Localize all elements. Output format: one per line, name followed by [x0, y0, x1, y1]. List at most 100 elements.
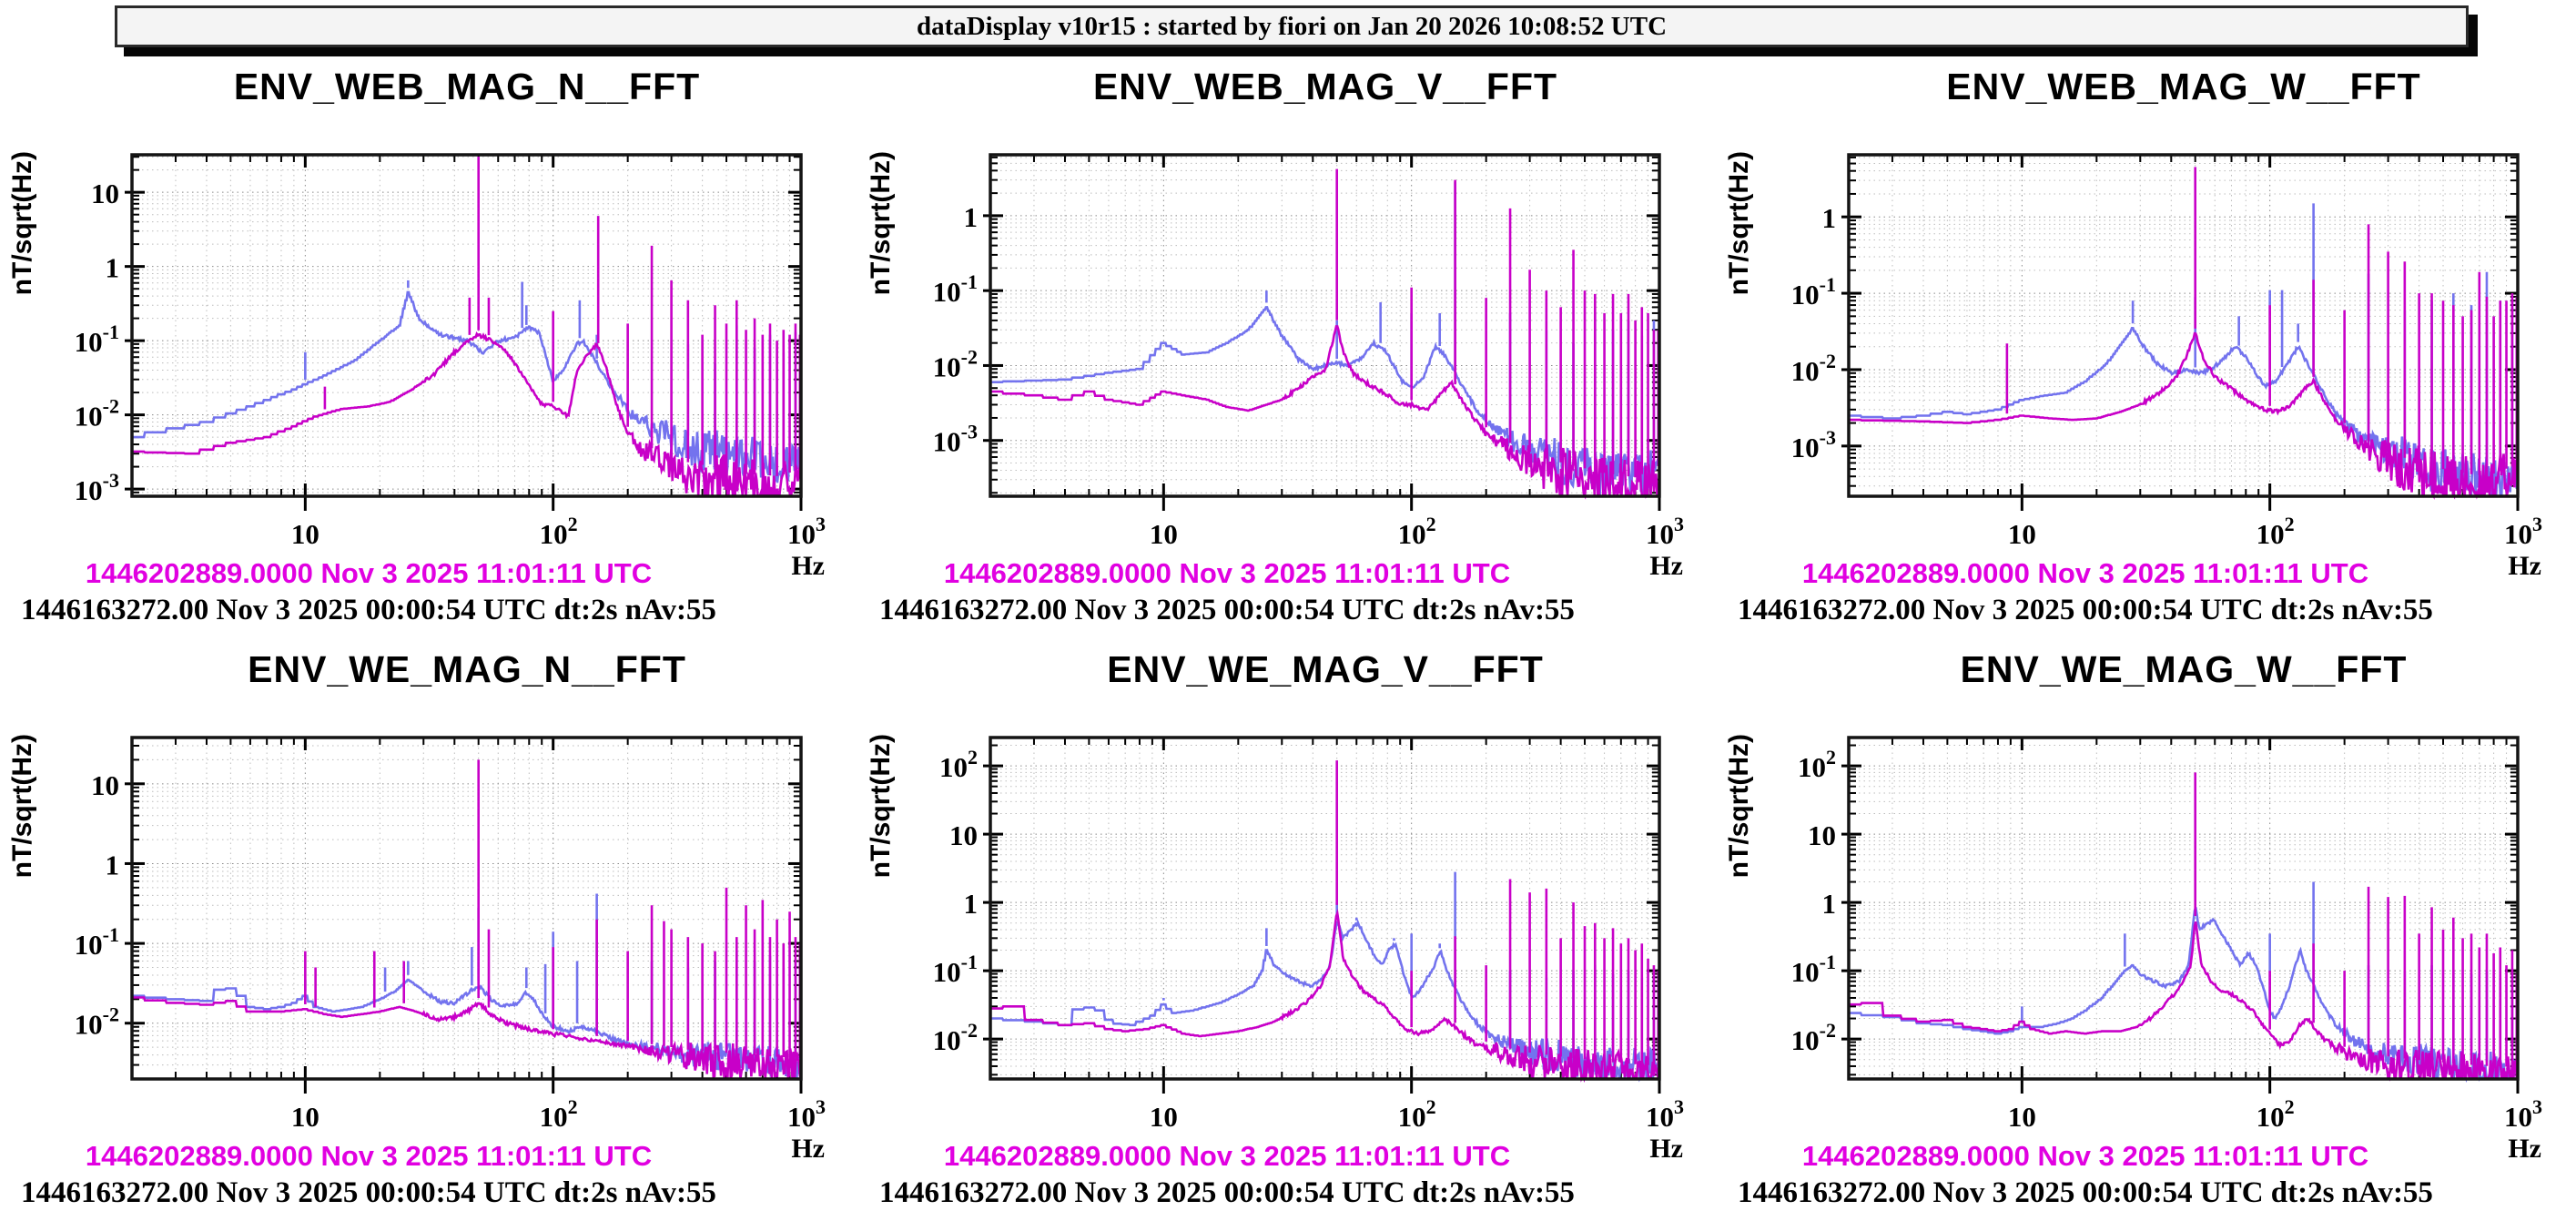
timestamp-black: 1446163272.00 Nov 3 2025 00:00:54 UTC dt… [21, 594, 716, 626]
svg-text:10-1: 10-1 [75, 321, 119, 358]
grid [1848, 738, 2519, 1079]
svg-text:10: 10 [291, 518, 319, 550]
plot-frame [130, 153, 803, 498]
timestamp-black: 1446163272.00 Nov 3 2025 00:00:54 UTC dt… [1738, 1176, 2433, 1209]
grid [1848, 155, 2519, 496]
svg-text:1: 1 [1822, 888, 1837, 920]
plot-title: ENV_WE_MAG_V__FFT [1107, 648, 1544, 690]
x-axis-unit: Hz [1649, 551, 1683, 581]
svg-text:1: 1 [106, 849, 120, 880]
svg-text:102: 102 [1398, 1095, 1436, 1133]
svg-text:10-2: 10-2 [1791, 1019, 1836, 1056]
grid [131, 155, 802, 496]
trace_magenta-path [132, 996, 803, 1080]
trace_magenta-path [132, 331, 803, 497]
trace_blue-peaks [304, 280, 797, 456]
x-axis-unit: Hz [2508, 551, 2541, 581]
svg-text:102: 102 [540, 1095, 578, 1133]
timestamp-magenta: 1446202889.0000 Nov 3 2025 11:01:11 UTC [943, 1140, 1511, 1172]
fft-plot-cell: ENV_WE_MAG_N__FFT 10 102 103 Hz 10-2 10-1 1 10 nT… [0, 637, 858, 1211]
plot-title: ENV_WEB_MAG_N__FFT [233, 66, 701, 107]
plot-frame [130, 736, 803, 1081]
fft-plot-cell: ENV_WEB_MAG_V__FFT 10 102 103 Hz 10-3 10-2 10-1… [858, 55, 1717, 628]
axis-ticks [125, 738, 803, 1094]
svg-text:103: 103 [2504, 513, 2542, 550]
trace_magenta-peaks [2194, 772, 2519, 1067]
fft-plot-cell: ENV_WEB_MAG_W__FFT 10 102 103 Hz 10-3 10-2 10-1… [1717, 55, 2575, 628]
svg-text:10-2: 10-2 [933, 1019, 978, 1056]
svg-text:1: 1 [964, 201, 979, 233]
svg-text:1: 1 [1822, 202, 1837, 234]
trace_blue-peaks [2021, 881, 2514, 1067]
trace_magenta-path [1849, 921, 2520, 1082]
plot-title: ENV_WEB_MAG_W__FFT [1946, 66, 2421, 107]
x-axis-unit: Hz [791, 551, 825, 581]
timestamp-black: 1446163272.00 Nov 3 2025 00:00:54 UTC dt… [879, 1176, 1575, 1209]
fft-plot-cell: ENV_WE_MAG_W__FFT 10 102 103 Hz 10-2 10-1 1 10 10… [1717, 637, 2575, 1211]
timestamp-magenta: 1446202889.0000 Nov 3 2025 11:01:11 UTC [1801, 557, 2369, 589]
svg-text:103: 103 [787, 513, 826, 550]
y-axis-label: nT/sqrt(Hz) [1724, 151, 1754, 295]
y-axis-label: nT/sqrt(Hz) [1724, 734, 1754, 878]
trace_magenta-path [990, 908, 1661, 1084]
svg-text:10-1: 10-1 [933, 951, 978, 988]
x-axis-unit: Hz [1649, 1134, 1683, 1164]
svg-text:10: 10 [2008, 518, 2036, 550]
grid [131, 738, 802, 1079]
timestamp-magenta: 1446202889.0000 Nov 3 2025 11:01:11 UTC [85, 1140, 653, 1172]
header-title: dataDisplay v10r15 : started by fiori on… [916, 11, 1668, 41]
svg-text:10-3: 10-3 [75, 469, 119, 506]
svg-text:10-1: 10-1 [1791, 273, 1836, 310]
x-axis-unit: Hz [2508, 1134, 2541, 1164]
svg-text:10-3: 10-3 [933, 421, 978, 458]
trace_magenta-peaks [323, 157, 802, 476]
svg-text:102: 102 [2257, 513, 2295, 550]
y-axis-label: nT/sqrt(Hz) [7, 151, 37, 295]
svg-text:10: 10 [1150, 518, 1178, 550]
svg-text:102: 102 [1398, 513, 1436, 550]
trace_magenta-peaks [1335, 168, 1660, 478]
trace_blue-peaks [1162, 871, 1656, 1062]
svg-text:10: 10 [1808, 819, 1836, 851]
header-bar: dataDisplay v10r15 : started by fiori on… [115, 5, 2469, 47]
timestamp-black: 1446163272.00 Nov 3 2025 00:00:54 UTC dt… [879, 594, 1575, 626]
svg-text:10: 10 [1150, 1101, 1178, 1133]
trace_blue-peaks [2131, 203, 2514, 467]
plot-frame [989, 153, 1661, 498]
svg-text:102: 102 [2257, 1095, 2295, 1133]
y-axis-label: nT/sqrt(Hz) [7, 734, 37, 878]
trace_blue-path [1849, 327, 2520, 497]
svg-text:10: 10 [2008, 1101, 2036, 1133]
grid [989, 738, 1660, 1079]
svg-text:103: 103 [787, 1095, 826, 1133]
axis-ticks [1841, 738, 2520, 1094]
svg-text:10-2: 10-2 [75, 395, 119, 432]
plot-frame [989, 736, 1661, 1081]
trace_magenta-path [990, 325, 1661, 500]
timestamp-magenta: 1446202889.0000 Nov 3 2025 11:01:11 UTC [943, 557, 1511, 589]
x-axis-unit: Hz [791, 1134, 825, 1164]
timestamp-magenta: 1446202889.0000 Nov 3 2025 11:01:11 UTC [85, 557, 653, 589]
svg-text:1: 1 [106, 252, 120, 284]
svg-text:10: 10 [91, 769, 119, 801]
svg-text:10: 10 [291, 1101, 319, 1133]
svg-text:10: 10 [949, 819, 978, 851]
grid [989, 155, 1660, 496]
timestamp-black: 1446163272.00 Nov 3 2025 00:00:54 UTC dt… [21, 1176, 716, 1209]
timestamp-magenta: 1446202889.0000 Nov 3 2025 11:01:11 UTC [1801, 1140, 2369, 1172]
trace_magenta-peaks [304, 759, 802, 1058]
fft-plot-cell: ENV_WEB_MAG_N__FFT 10 102 103 Hz 10-3 10-2 10-1… [0, 55, 858, 628]
svg-text:103: 103 [1646, 1095, 1684, 1133]
svg-text:1: 1 [964, 888, 979, 920]
svg-text:103: 103 [2504, 1095, 2542, 1133]
